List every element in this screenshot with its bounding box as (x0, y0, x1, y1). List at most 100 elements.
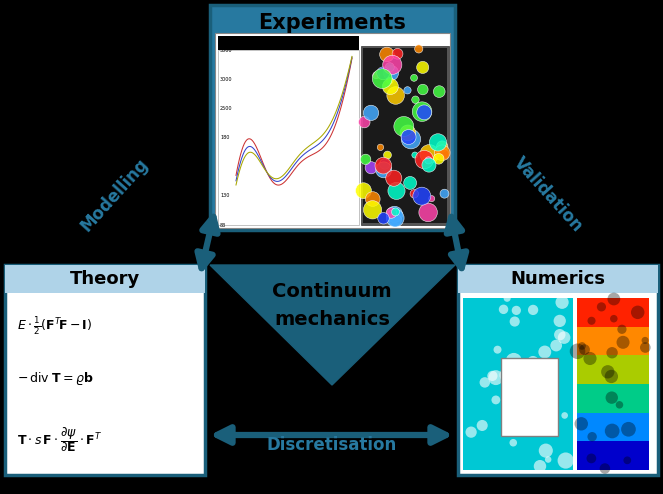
Circle shape (597, 302, 606, 311)
Circle shape (376, 162, 392, 178)
FancyBboxPatch shape (3, 3, 660, 491)
Circle shape (512, 306, 521, 315)
Circle shape (418, 84, 428, 95)
Circle shape (531, 381, 546, 395)
Circle shape (617, 336, 630, 349)
Text: $\mathbf{T} \cdot s\,\mathbf{F} \cdot \dfrac{\partial\psi}{\partial\mathbf{E}} \: $\mathbf{T} \cdot s\,\mathbf{F} \cdot \d… (17, 425, 102, 454)
FancyBboxPatch shape (577, 412, 649, 441)
Text: 3000: 3000 (220, 77, 233, 82)
Text: $-\,\mathrm{div}\;\mathbf{T} = \varrho\mathbf{b}$: $-\,\mathrm{div}\;\mathbf{T} = \varrho\m… (17, 370, 94, 387)
Circle shape (413, 187, 431, 205)
FancyBboxPatch shape (458, 265, 658, 293)
Circle shape (616, 401, 623, 409)
Circle shape (434, 145, 450, 161)
Circle shape (388, 182, 405, 200)
Text: 83: 83 (220, 222, 226, 228)
Circle shape (539, 444, 553, 457)
FancyBboxPatch shape (458, 265, 658, 475)
Circle shape (363, 105, 379, 121)
Circle shape (392, 208, 399, 216)
FancyBboxPatch shape (210, 5, 455, 230)
FancyBboxPatch shape (501, 358, 558, 436)
Circle shape (383, 79, 398, 94)
Circle shape (527, 356, 539, 368)
Circle shape (556, 296, 569, 309)
FancyBboxPatch shape (5, 265, 205, 293)
Circle shape (531, 361, 548, 377)
Circle shape (436, 141, 448, 152)
Circle shape (440, 189, 449, 198)
FancyBboxPatch shape (577, 441, 649, 470)
Circle shape (578, 342, 586, 350)
Circle shape (379, 159, 390, 169)
Circle shape (545, 456, 552, 463)
Circle shape (479, 377, 490, 388)
Text: 3500: 3500 (220, 47, 233, 52)
Circle shape (429, 196, 435, 202)
FancyBboxPatch shape (363, 48, 447, 223)
Text: Modelling: Modelling (78, 155, 152, 235)
Text: Theory: Theory (70, 270, 140, 288)
Circle shape (412, 152, 418, 158)
Circle shape (621, 422, 636, 437)
Circle shape (415, 150, 434, 169)
Text: $\mathit{E} \cdot \frac{1}{2}(\mathbf{F}^T\!\mathbf{F} - \mathbf{I})$: $\mathit{E} \cdot \frac{1}{2}(\mathbf{F}… (17, 315, 92, 337)
Circle shape (425, 157, 432, 164)
Circle shape (610, 315, 617, 323)
Circle shape (509, 407, 524, 423)
Circle shape (487, 371, 497, 381)
Circle shape (579, 344, 590, 355)
Circle shape (386, 208, 396, 218)
Circle shape (640, 342, 650, 353)
Circle shape (503, 401, 514, 413)
Circle shape (387, 78, 393, 84)
Circle shape (550, 340, 562, 351)
Circle shape (401, 129, 416, 145)
Circle shape (359, 116, 370, 128)
Circle shape (387, 206, 402, 222)
Circle shape (601, 365, 615, 378)
Circle shape (420, 145, 439, 164)
Circle shape (543, 365, 556, 378)
FancyBboxPatch shape (361, 46, 449, 225)
Circle shape (383, 151, 391, 159)
Circle shape (439, 149, 449, 159)
Circle shape (417, 105, 432, 120)
Circle shape (477, 420, 488, 431)
Circle shape (562, 412, 568, 419)
Circle shape (558, 453, 573, 469)
Circle shape (377, 144, 384, 151)
Circle shape (587, 432, 597, 442)
Text: 2500: 2500 (220, 106, 233, 111)
Text: Continuum
mechanics: Continuum mechanics (272, 282, 392, 329)
Circle shape (510, 317, 520, 327)
Circle shape (506, 353, 522, 369)
Circle shape (365, 192, 380, 206)
Circle shape (605, 370, 618, 383)
Circle shape (380, 47, 394, 62)
Circle shape (404, 176, 416, 189)
Circle shape (400, 125, 416, 141)
FancyBboxPatch shape (218, 50, 359, 225)
Text: Numerics: Numerics (511, 270, 605, 288)
Circle shape (378, 212, 389, 224)
Circle shape (433, 154, 444, 164)
Circle shape (631, 306, 644, 319)
Circle shape (363, 201, 382, 219)
Circle shape (373, 72, 379, 79)
Circle shape (587, 453, 596, 463)
Text: Discretisation: Discretisation (267, 436, 397, 454)
Circle shape (419, 203, 438, 222)
FancyBboxPatch shape (577, 327, 649, 355)
Circle shape (605, 424, 619, 438)
Circle shape (412, 96, 419, 103)
Circle shape (491, 396, 501, 404)
Circle shape (430, 134, 447, 151)
Circle shape (361, 154, 371, 165)
Polygon shape (210, 265, 455, 385)
Circle shape (465, 426, 477, 438)
Circle shape (554, 329, 566, 340)
Circle shape (537, 407, 549, 419)
Circle shape (383, 55, 402, 75)
Circle shape (623, 456, 631, 464)
